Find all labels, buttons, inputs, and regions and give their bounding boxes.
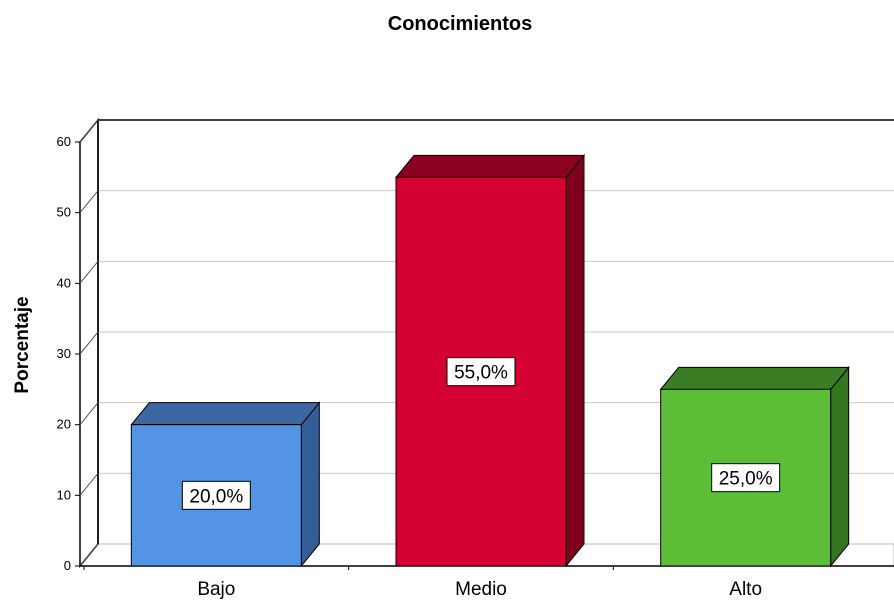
y-tick-label: 60 (57, 134, 71, 149)
y-tick-label: 30 (57, 346, 71, 361)
y-tick-connector (79, 261, 99, 284)
data-label: 25,0% (719, 469, 773, 490)
y-tick-connector (79, 473, 99, 496)
x-tick-label: Bajo (197, 579, 235, 600)
x-tick-label: Medio (455, 579, 507, 600)
data-label-box (446, 357, 516, 387)
y-tick-label: 20 (57, 417, 71, 432)
y-tick-connector (79, 543, 99, 567)
y-tick-label: 40 (57, 275, 71, 290)
data-label-box (711, 463, 781, 493)
y-tick-connector (79, 331, 99, 355)
data-label: 55,0% (454, 363, 508, 384)
bar-side (830, 365, 850, 568)
y-tick-label: 10 (57, 487, 71, 502)
plot-area: 0 10 20 30 40 50 60 20,0% Bajo 55,0% Medio 25,0% Alt… (57, 117, 894, 600)
y-tick-connector (79, 402, 99, 425)
y-tick-label: 50 (57, 205, 71, 220)
bar-top (659, 366, 850, 390)
chart-title: Conocimientos (388, 13, 532, 35)
y-tick-label: 0 (64, 558, 71, 573)
data-label: 20,0% (189, 486, 243, 507)
y-axis-label: Porcentaje (12, 296, 33, 393)
bar-side (565, 153, 585, 568)
bar-top (394, 154, 586, 178)
bar-top (130, 402, 321, 426)
y-tick-connector (79, 190, 99, 213)
bar-side (300, 401, 320, 568)
bar (660, 388, 832, 567)
data-label-box (181, 480, 251, 510)
x-tick-label: Alto (729, 579, 762, 600)
y-tick-connector (79, 119, 99, 143)
